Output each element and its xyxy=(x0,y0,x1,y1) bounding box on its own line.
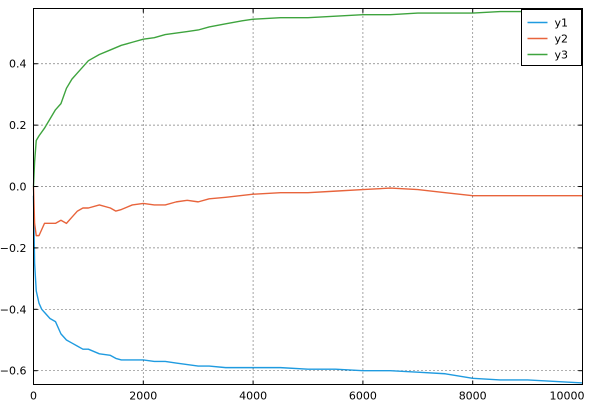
legend-label-y2: y2 xyxy=(555,33,569,46)
legend-label-y3: y3 xyxy=(555,49,569,62)
legend-box xyxy=(521,9,582,66)
x-tick-label: 2000 xyxy=(129,390,157,400)
series-line-y1 xyxy=(32,195,583,384)
y-tick-label: −0.4 xyxy=(0,303,27,316)
series-lines xyxy=(32,9,583,384)
x-tick-label: 4000 xyxy=(239,390,267,400)
series-line-y2 xyxy=(32,186,583,237)
grid xyxy=(33,8,583,385)
y-tick-label: 0.4 xyxy=(9,58,27,71)
plot-frame xyxy=(33,8,583,385)
x-tick-label: 0 xyxy=(30,390,37,400)
x-tick-label: 6000 xyxy=(349,390,377,400)
x-tick-label: 10000 xyxy=(550,390,585,400)
y-tick-label: 0.2 xyxy=(9,119,27,132)
y-tick-label: 0.0 xyxy=(9,181,27,194)
series-line-y3 xyxy=(32,9,583,187)
legend-label-y1: y1 xyxy=(555,17,569,30)
y-tick-label: −0.2 xyxy=(0,242,27,255)
axis-ticks: 0 2000 4000 6000 8000 10000 −0.6 −0.4 −0.2 0.0 0.2… xyxy=(0,8,585,400)
x-tick-label: 8000 xyxy=(459,390,487,400)
y-tick-label: −0.6 xyxy=(0,365,27,378)
legend: y1 y2 y3 xyxy=(521,9,582,66)
